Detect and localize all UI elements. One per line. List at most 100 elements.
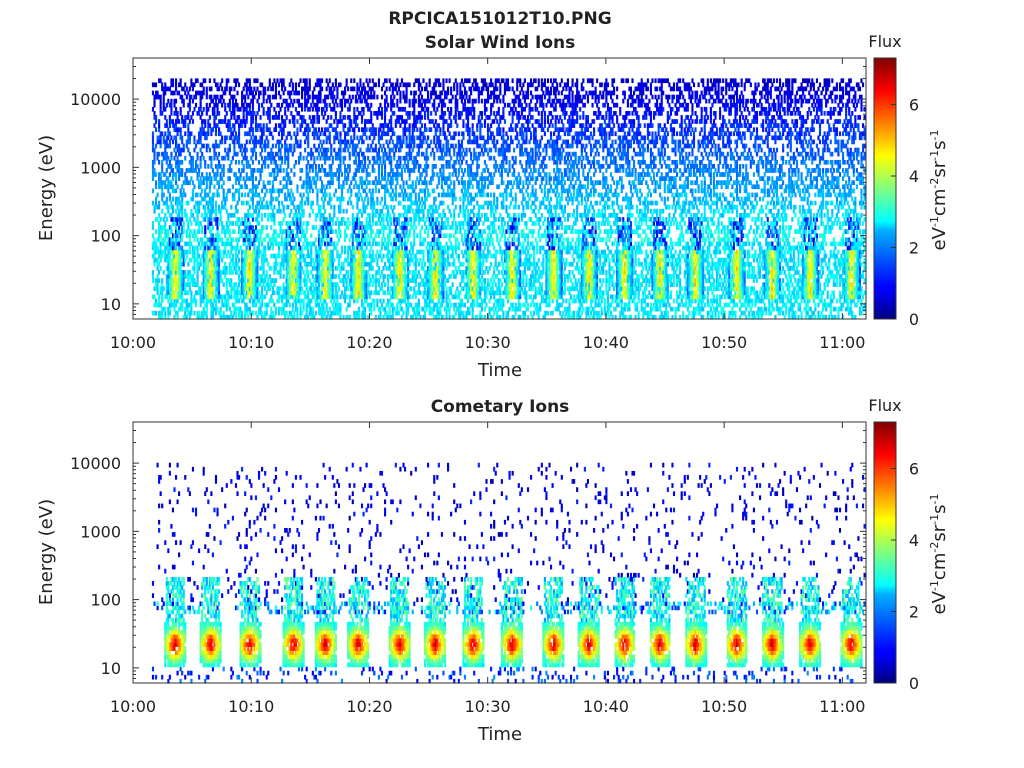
heatmap-cell	[161, 131, 164, 137]
heatmap-cell	[179, 233, 182, 239]
heatmap-cell	[239, 143, 242, 149]
heatmap-cell	[270, 147, 273, 153]
heatmap-cell	[153, 82, 156, 88]
heatmap-cell	[153, 147, 156, 153]
heatmap-cell	[214, 139, 218, 145]
heatmap-cell	[390, 184, 393, 190]
heatmap-cell	[234, 245, 238, 251]
heatmap-cell	[184, 192, 187, 198]
heatmap-cell	[371, 192, 374, 198]
heatmap-cell	[396, 176, 399, 181]
heatmap-cell	[191, 180, 195, 186]
heatmap-cell	[314, 168, 317, 173]
heatmap-cell	[168, 257, 171, 263]
heatmap-cell	[274, 82, 278, 88]
heatmap-cell	[408, 249, 411, 255]
heatmap-cell	[390, 119, 393, 124]
heatmap-cell	[178, 245, 181, 251]
heatmap-cell	[268, 274, 271, 279]
heatmap-cell	[304, 82, 307, 88]
heatmap-cell	[319, 90, 322, 96]
heatmap-cell	[241, 278, 244, 283]
heatmap-cell	[279, 164, 282, 169]
heatmap-cell	[277, 286, 281, 292]
heatmap-cell	[327, 253, 330, 259]
heatmap-cell	[228, 278, 231, 283]
heatmap-cell	[287, 131, 290, 137]
heatmap-cell	[319, 82, 322, 88]
heatmap-cell	[367, 143, 370, 149]
heatmap-cell	[345, 270, 348, 275]
heatmap-cell	[164, 229, 167, 234]
heatmap-cell	[170, 274, 173, 279]
heatmap-cell	[362, 127, 365, 133]
heatmap-cell	[191, 265, 195, 271]
heatmap-cell	[171, 176, 175, 181]
heatmap-cell	[319, 306, 322, 312]
heatmap-cell	[320, 270, 324, 275]
heatmap-cell	[339, 151, 342, 157]
heatmap-cell	[374, 253, 377, 259]
heatmap-cell	[347, 225, 350, 230]
heatmap-cell	[331, 241, 334, 247]
heatmap-cell	[181, 204, 184, 210]
heatmap-cell	[267, 261, 270, 267]
heatmap-cell	[368, 274, 371, 279]
heatmap-cell	[380, 176, 384, 181]
heatmap-cell	[270, 298, 273, 304]
heatmap-cell	[182, 119, 185, 124]
heatmap-cell	[170, 184, 173, 190]
heatmap-cell	[396, 229, 399, 234]
heatmap-cell	[167, 237, 170, 243]
heatmap-cell	[308, 180, 311, 186]
heatmap-cell	[182, 278, 185, 283]
heatmap-cell	[328, 131, 331, 137]
heatmap-cell	[282, 257, 285, 263]
heatmap-cell	[320, 196, 324, 202]
heatmap-cell	[168, 306, 171, 312]
heatmap-cell	[371, 208, 374, 214]
heatmap-cell	[213, 253, 216, 259]
heatmap-cell	[357, 253, 361, 259]
heatmap-cell	[377, 290, 380, 296]
heatmap-cell	[362, 270, 365, 275]
heatmap-cell	[154, 94, 158, 100]
heatmap-cell	[347, 270, 350, 275]
heatmap-cell	[221, 204, 224, 210]
heatmap-cell	[364, 159, 367, 165]
heatmap-cell	[171, 184, 175, 190]
heatmap-cell	[210, 253, 213, 259]
heatmap-cell	[156, 265, 159, 271]
heatmap-cell	[214, 94, 218, 100]
heatmap-cell	[256, 245, 259, 251]
heatmap-cell	[185, 302, 188, 308]
heatmap-cell	[265, 143, 268, 149]
heatmap-cell	[170, 265, 173, 271]
heatmap-cell	[168, 241, 171, 247]
heatmap-cell	[354, 249, 357, 255]
heatmap-cell	[256, 257, 259, 263]
heatmap-cell	[373, 180, 376, 186]
heatmap-cell	[316, 274, 319, 279]
heatmap-cell	[380, 237, 384, 243]
heatmap-cell	[182, 147, 185, 153]
heatmap-cell	[374, 143, 377, 149]
heatmap-cell	[253, 143, 256, 149]
heatmap-cell	[307, 298, 310, 304]
heatmap-cell	[403, 168, 407, 173]
heatmap-cell	[379, 143, 382, 149]
heatmap-cell	[342, 265, 345, 271]
heatmap-cell	[362, 314, 365, 320]
heatmap-cell	[248, 106, 251, 112]
heatmap-cell	[360, 180, 364, 186]
heatmap-cell	[194, 290, 198, 296]
heatmap-cell	[365, 278, 368, 283]
heatmap-cell	[253, 237, 256, 243]
heatmap-cell	[158, 204, 161, 210]
heatmap-cell	[359, 278, 362, 283]
heatmap-cell	[208, 212, 211, 218]
heatmap-cell	[264, 164, 267, 169]
heatmap-cell	[214, 115, 218, 120]
heatmap-cell	[273, 176, 276, 181]
heatmap-cell	[333, 306, 336, 312]
